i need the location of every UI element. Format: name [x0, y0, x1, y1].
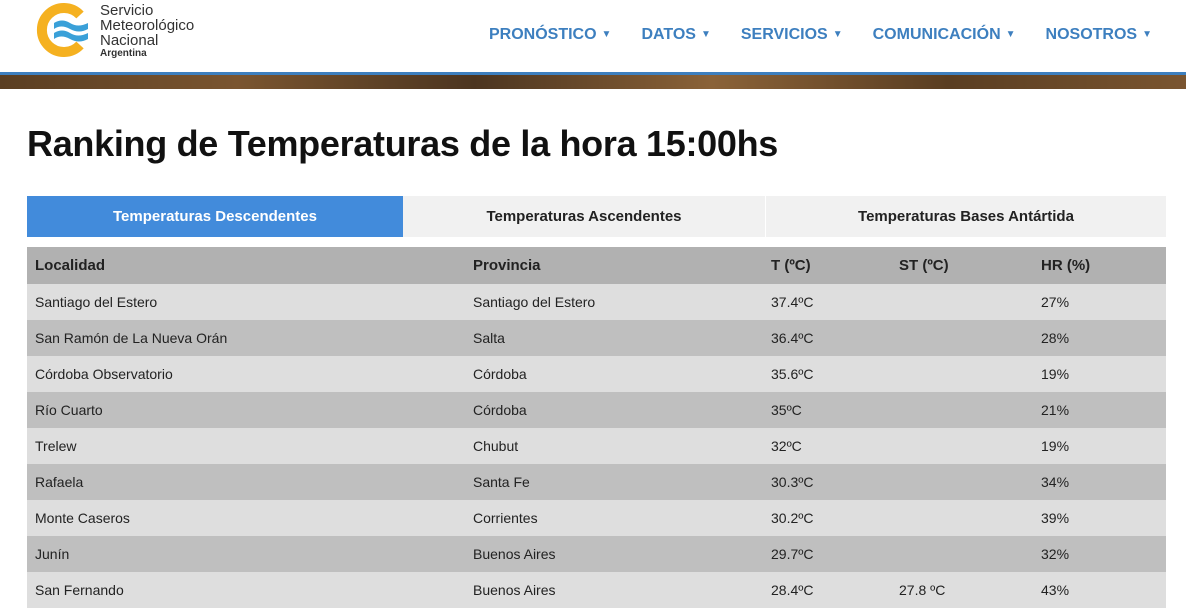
- nav-datos[interactable]: DATOS ▼: [641, 26, 710, 44]
- caret-down-icon: ▼: [832, 29, 843, 40]
- logo-sub: Argentina: [100, 48, 147, 59]
- cell-provincia: Santiago del Estero: [465, 284, 763, 320]
- table-row: Trelew Chubut 32ºC 19%: [27, 428, 1166, 464]
- cell-provincia: Córdoba: [465, 392, 763, 428]
- smn-logo-icon: [36, 3, 88, 57]
- main-nav: PRONÓSTICO ▼ DATOS ▼ SERVICIOS ▼ COMUNICACI…: [489, 26, 1152, 44]
- nav-label: DATOS: [641, 26, 696, 43]
- cell-localidad: Rafaela: [27, 464, 465, 500]
- cell-temp: 36.4ºC: [763, 320, 891, 356]
- cell-provincia: Santa Fe: [465, 464, 763, 500]
- cell-temp: 35ºC: [763, 392, 891, 428]
- nav-nosotros[interactable]: NOSOTROS ▼: [1046, 26, 1152, 44]
- cell-temp: 32ºC: [763, 428, 891, 464]
- cell-hr: 21%: [1033, 392, 1166, 428]
- cell-provincia: Corrientes: [465, 500, 763, 536]
- header-divider: [0, 72, 1186, 75]
- cell-temp: 30.2ºC: [763, 500, 891, 536]
- tab-descendentes[interactable]: Temperaturas Descendentes: [27, 196, 403, 237]
- cell-hr: 39%: [1033, 500, 1166, 536]
- caret-down-icon: ▼: [601, 29, 612, 40]
- cell-temp: 37.4ºC: [763, 284, 891, 320]
- cell-st: [891, 284, 1033, 320]
- cell-localidad: Junín: [27, 536, 465, 572]
- table-row: Junín Buenos Aires 29.7ºC 32%: [27, 536, 1166, 572]
- cell-st: [891, 356, 1033, 392]
- cell-localidad: Trelew: [27, 428, 465, 464]
- cell-st: [891, 536, 1033, 572]
- cell-hr: 43%: [1033, 572, 1166, 608]
- cell-hr: 19%: [1033, 428, 1166, 464]
- col-hr: HR (%): [1033, 247, 1166, 284]
- table-row: Córdoba Observatorio Córdoba 35.6ºC 19%: [27, 356, 1166, 392]
- cell-hr: 27%: [1033, 284, 1166, 320]
- cell-temp: 28.4ºC: [763, 572, 891, 608]
- nav-comunicacion[interactable]: COMUNICACIÓN ▼: [873, 26, 1016, 44]
- caret-down-icon: ▼: [1142, 29, 1152, 40]
- cell-provincia: Córdoba: [465, 356, 763, 392]
- logo-line2: Meteorológico: [100, 17, 195, 34]
- logo-line3: Nacional: [100, 32, 159, 49]
- caret-down-icon: ▼: [1005, 29, 1016, 40]
- banner-image: [0, 75, 1186, 89]
- cell-st: [891, 464, 1033, 500]
- cell-localidad: Santiago del Estero: [27, 284, 465, 320]
- caret-down-icon: ▼: [700, 29, 711, 40]
- nav-servicios[interactable]: SERVICIOS ▼: [741, 26, 843, 44]
- cell-temp: 35.6ºC: [763, 356, 891, 392]
- cell-temp: 29.7ºC: [763, 536, 891, 572]
- cell-temp: 30.3ºC: [763, 464, 891, 500]
- table-row: Rafaela Santa Fe 30.3ºC 34%: [27, 464, 1166, 500]
- ranking-table: Localidad Provincia T (ºC) ST (ºC) HR (%…: [27, 247, 1166, 608]
- nav-pronostico[interactable]: PRONÓSTICO ▼: [489, 26, 611, 44]
- cell-localidad: Córdoba Observatorio: [27, 356, 465, 392]
- cell-localidad: San Fernando: [27, 572, 465, 608]
- table-header-row: Localidad Provincia T (ºC) ST (ºC) HR (%…: [27, 247, 1166, 284]
- nav-label: PRONÓSTICO: [488, 26, 597, 43]
- page-title: Ranking de Temperaturas de la hora 15:00…: [27, 123, 778, 164]
- nav-label: NOSOTROS: [1045, 26, 1138, 43]
- cell-provincia: Chubut: [465, 428, 763, 464]
- nav-label: SERVICIOS: [740, 26, 828, 43]
- cell-hr: 34%: [1033, 464, 1166, 500]
- tab-ascendentes[interactable]: Temperaturas Ascendentes: [403, 196, 766, 237]
- col-temp: T (ºC): [763, 247, 891, 284]
- cell-st: [891, 320, 1033, 356]
- cell-provincia: Buenos Aires: [465, 572, 763, 608]
- smn-logo[interactable]: Servicio Meteorológico Nacional Argentin…: [36, 3, 194, 60]
- cell-st: [891, 500, 1033, 536]
- col-st: ST (ºC): [891, 247, 1033, 284]
- cell-localidad: San Ramón de La Nueva Orán: [27, 320, 465, 356]
- cell-localidad: Monte Caseros: [27, 500, 465, 536]
- cell-localidad: Río Cuarto: [27, 392, 465, 428]
- logo-line1: Servicio: [100, 2, 154, 19]
- table-row: Río Cuarto Córdoba 35ºC 21%: [27, 392, 1166, 428]
- cell-provincia: Salta: [465, 320, 763, 356]
- col-localidad: Localidad: [27, 247, 465, 284]
- cell-st: [891, 428, 1033, 464]
- ranking-tabs: Temperaturas Descendentes Temperaturas A…: [27, 196, 1166, 237]
- table-row: San Fernando Buenos Aires 28.4ºC 27.8 ºC 43%: [27, 572, 1166, 608]
- nav-label: COMUNICACIÓN: [872, 26, 1001, 43]
- cell-st: 27.8 ºC: [891, 572, 1033, 608]
- tab-antartida[interactable]: Temperaturas Bases Antártida: [766, 196, 1166, 237]
- col-provincia: Provincia: [465, 247, 763, 284]
- cell-hr: 19%: [1033, 356, 1166, 392]
- site-header: Servicio Meteorológico Nacional Argentin…: [0, 0, 1186, 72]
- table-row: San Ramón de La Nueva Orán Salta 36.4ºC 28%: [27, 320, 1166, 356]
- cell-provincia: Buenos Aires: [465, 536, 763, 572]
- cell-hr: 32%: [1033, 536, 1166, 572]
- table-row: Santiago del Estero Santiago del Estero 37…: [27, 284, 1166, 320]
- table-row: Monte Caseros Corrientes 30.2ºC 39%: [27, 500, 1166, 536]
- cell-hr: 28%: [1033, 320, 1166, 356]
- cell-st: [891, 392, 1033, 428]
